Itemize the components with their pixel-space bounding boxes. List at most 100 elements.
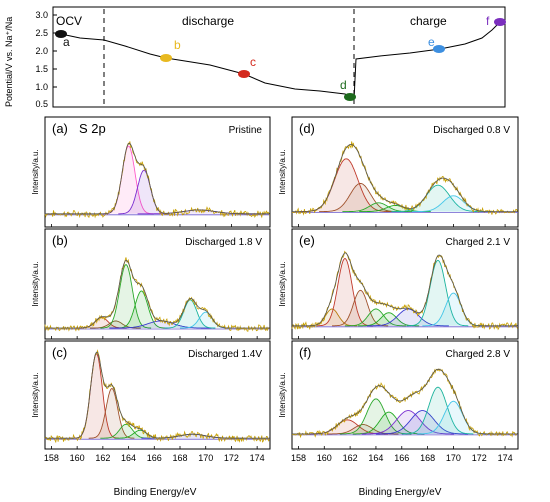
xtick-label-158: 158: [291, 453, 306, 463]
raw-spectrum: [291, 141, 518, 216]
left-xtick-labels: 158 160 162 164 166 168 170 172 174: [44, 453, 265, 463]
panel-ylabel: Intensity/a.u.: [278, 149, 287, 194]
fit-envelope: [45, 351, 270, 439]
xtick-label-160: 160: [317, 453, 332, 463]
fit-envelope: [45, 259, 270, 329]
point-d-label: d: [340, 78, 347, 92]
xtick-label-162: 162: [95, 453, 110, 463]
panel-ylabel: Intensity/a.u.: [31, 372, 40, 417]
voltage-ytick-2.0: 2.0: [35, 46, 48, 56]
xps-panel-2: (b) Discharged 1.8 V Intensity/a.u.: [31, 228, 271, 340]
point-a-marker: [55, 30, 67, 38]
xtick-label-162: 162: [343, 453, 358, 463]
xtick-label-172: 172: [224, 453, 239, 463]
panel-state-label: Charged 2.8 V: [446, 349, 511, 360]
right-xaxis: 158 160 162 164 166 168 170 172 174 Binding Ener…: [291, 453, 513, 498]
panel-frame: [44, 228, 271, 340]
xps-panel-1: (a) S 2p Pristine Intensity/a.u.: [31, 116, 271, 228]
panel-tag: (c): [52, 345, 67, 360]
voltage-points: a b c d e f: [55, 14, 506, 101]
panel-tag: (b): [52, 233, 68, 248]
voltage-yticks: 3.0 2.5 2.0 1.5 1.0 0.5: [35, 10, 57, 109]
voltage-ytick-1.0: 1.0: [35, 82, 48, 92]
xtick-label-170: 170: [446, 453, 461, 463]
xtick-label-164: 164: [121, 453, 136, 463]
panel-frame: [291, 228, 519, 340]
fit-envelope: [292, 143, 518, 212]
xtick-label-164: 164: [368, 453, 383, 463]
panel-tag: (d): [299, 121, 315, 136]
xtick-label-172: 172: [472, 453, 487, 463]
peak-component-4: [115, 290, 167, 329]
panel-state-label: Discharged 1.8 V: [185, 237, 262, 248]
point-a-label: a: [63, 35, 70, 49]
peak-component-5: [361, 410, 455, 435]
point-e-label: e: [428, 35, 435, 49]
raw-spectrum: [44, 349, 270, 444]
panel-state-label: Charged 2.1 V: [446, 237, 511, 248]
panel-tag: (f): [299, 345, 311, 360]
voltage-ytick-1.5: 1.5: [35, 64, 48, 74]
panel-tag: (a): [52, 121, 68, 136]
region-charge: charge: [410, 14, 447, 28]
xps-panel-5: (e) Charged 2.1 V Intensity/a.u.: [278, 228, 519, 340]
xps-panel-4: (d) Discharged 0.8 V Intensity/a.u.: [278, 116, 519, 228]
peak-component-4: [344, 308, 407, 327]
xtick-label-166: 166: [147, 453, 162, 463]
raw-spectrum: [44, 257, 270, 332]
panel-title: S 2p: [79, 121, 106, 136]
left-xaxis: 158 160 162 164 166 168 170 172 174 Binding Ener…: [44, 453, 265, 498]
fit-envelope: [292, 252, 518, 327]
region-ocv: OCV: [56, 14, 82, 28]
peak-component-3: [100, 423, 152, 439]
fit-envelope: [292, 368, 518, 435]
left-xlabel: Binding Energy/eV: [114, 487, 197, 498]
fit-envelope: [45, 142, 270, 215]
point-c-marker: [238, 70, 250, 78]
voltage-ylabel: Potential/V vs. Na⁺/Na: [4, 17, 14, 107]
xtick-label-170: 170: [198, 453, 213, 463]
point-e-marker: [433, 45, 445, 53]
panel-ylabel: Intensity/a.u.: [31, 149, 40, 194]
point-b-label: b: [174, 38, 181, 52]
point-f-marker: [494, 18, 506, 26]
right-xlabel: Binding Energy/eV: [359, 487, 442, 498]
voltage-ytick-0.5: 0.5: [35, 99, 48, 109]
panel-ylabel: Intensity/a.u.: [278, 261, 287, 306]
xps-panel-3: (c) Discharged 1.4V Intensity/a.u.: [31, 340, 271, 450]
panel-tag: (e): [299, 233, 315, 248]
panel-state-label: Discharged 1.4V: [188, 349, 262, 360]
peak-component-3: [339, 398, 412, 435]
point-f-label: f: [486, 14, 490, 28]
point-d-marker: [344, 93, 356, 101]
panel-state-label: Pristine: [229, 125, 263, 136]
peak-component-2: [319, 182, 402, 213]
peak-component-2: [88, 388, 135, 439]
xtick-label-168: 168: [172, 453, 187, 463]
xtick-label-174: 174: [498, 453, 513, 463]
xtick-label-168: 168: [420, 453, 435, 463]
xtick-label-160: 160: [70, 453, 85, 463]
peak-component-7: [401, 386, 474, 435]
xtick-label-158: 158: [44, 453, 59, 463]
peak-component-6: [375, 410, 469, 435]
panel-ylabel: Intensity/a.u.: [278, 372, 287, 417]
peak-component-3: [332, 289, 389, 327]
xtick-label-174: 174: [250, 453, 265, 463]
panel-state-label: Discharged 0.8 V: [433, 125, 510, 136]
region-discharge: discharge: [182, 14, 234, 28]
voltage-ytick-2.5: 2.5: [35, 28, 48, 38]
point-c-label: c: [250, 55, 256, 69]
peak-component-2: [316, 258, 373, 327]
raw-spectrum: [44, 141, 270, 219]
voltage-profile-chart: Potential/V vs. Na⁺/Na 3.0 2.5 2.0 1.5 1…: [4, 6, 506, 109]
peak-component-7: [406, 259, 469, 327]
point-b-marker: [160, 54, 172, 62]
panel-frame: [44, 340, 271, 450]
xtick-label-166: 166: [394, 453, 409, 463]
voltage-plot-frame: [52, 6, 506, 108]
right-xtick-labels: 158 160 162 164 166 168 170 172 174: [291, 453, 513, 463]
voltage-ytick-3.0: 3.0: [35, 10, 48, 20]
discharge-curve: [60, 33, 353, 98]
